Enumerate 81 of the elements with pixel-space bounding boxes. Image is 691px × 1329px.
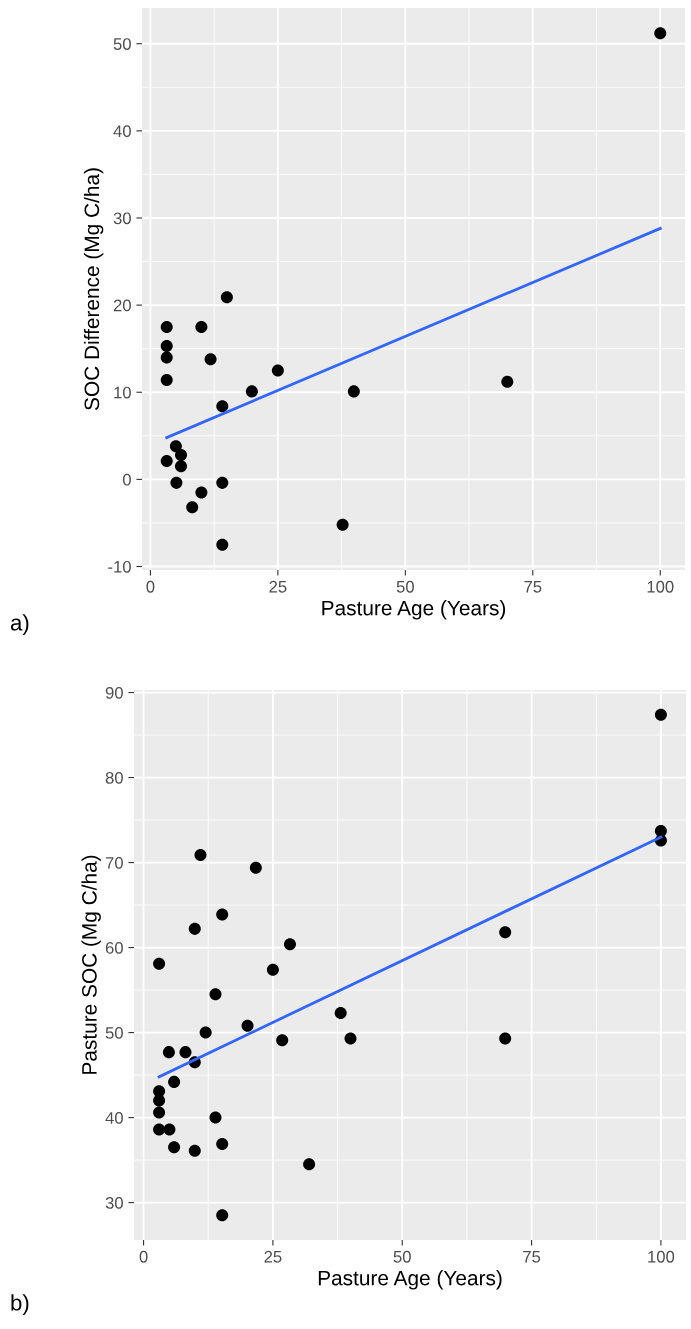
x-axis-title: Pasture Age (Years) bbox=[322, 600, 506, 620]
y-tick-label: -10 bbox=[108, 560, 131, 573]
x-tick-label: 100 bbox=[648, 1250, 675, 1263]
point bbox=[216, 538, 229, 551]
point bbox=[188, 922, 201, 935]
x-tick-label: 100 bbox=[647, 580, 674, 593]
point bbox=[209, 1111, 222, 1124]
point bbox=[303, 1158, 316, 1171]
point bbox=[170, 476, 183, 489]
x-tick-label: 75 bbox=[524, 581, 542, 593]
y-tick-label: 0 bbox=[122, 473, 131, 486]
text: a) bbox=[10, 614, 29, 635]
y-tick-label: 30 bbox=[113, 212, 131, 225]
point bbox=[499, 1032, 512, 1045]
y-tick-label: 60 bbox=[105, 941, 123, 954]
point bbox=[179, 1046, 192, 1059]
point bbox=[654, 27, 667, 40]
point bbox=[160, 320, 173, 333]
point bbox=[153, 1106, 166, 1119]
point bbox=[220, 291, 233, 304]
point bbox=[501, 375, 514, 388]
point bbox=[169, 440, 182, 453]
point bbox=[153, 957, 166, 970]
point bbox=[195, 320, 208, 333]
point bbox=[241, 1019, 254, 1032]
y-axis-title: Pasture SOC (Mg C/ha) bbox=[81, 855, 101, 1074]
point bbox=[216, 1209, 229, 1222]
point bbox=[216, 908, 229, 921]
point bbox=[194, 848, 207, 861]
point bbox=[160, 340, 173, 353]
point bbox=[283, 938, 296, 951]
y-tick-label: 50 bbox=[113, 38, 131, 50]
y-tick-label: 40 bbox=[105, 1111, 123, 1124]
point bbox=[162, 1046, 175, 1059]
point bbox=[174, 460, 188, 473]
point bbox=[271, 364, 284, 377]
point bbox=[195, 486, 208, 499]
point bbox=[209, 988, 222, 1001]
point bbox=[168, 1141, 181, 1154]
point bbox=[245, 385, 258, 398]
point bbox=[174, 448, 188, 461]
point bbox=[344, 1032, 357, 1045]
point bbox=[216, 476, 229, 489]
y-tick-label: 70 bbox=[105, 856, 123, 869]
point bbox=[249, 861, 262, 874]
point bbox=[334, 1007, 347, 1020]
x-tick-label: 0 bbox=[146, 580, 155, 593]
point bbox=[186, 501, 199, 514]
x-tick-label: 75 bbox=[523, 1251, 541, 1263]
text: b) bbox=[11, 1294, 29, 1315]
y-tick-label: 40 bbox=[113, 125, 131, 138]
y-tick-label: 90 bbox=[105, 686, 123, 699]
point bbox=[204, 353, 217, 366]
point bbox=[199, 1026, 212, 1039]
x-axis-title: Pasture Age (Years) bbox=[318, 1270, 502, 1290]
y-tick-label: 50 bbox=[105, 1026, 123, 1039]
x-tick-label: 25 bbox=[264, 1250, 282, 1263]
point bbox=[168, 1075, 181, 1088]
x-tick-label: 25 bbox=[269, 580, 287, 593]
x-tick-label: 50 bbox=[393, 1250, 411, 1263]
point bbox=[347, 385, 360, 398]
point bbox=[160, 455, 173, 468]
point bbox=[216, 1137, 229, 1150]
point bbox=[153, 1123, 166, 1136]
point bbox=[160, 351, 173, 364]
x-tick-label: 50 bbox=[396, 580, 414, 593]
y-tick-label: 10 bbox=[114, 386, 131, 399]
y-tick-label: 20 bbox=[113, 299, 131, 312]
x-tick-label: 0 bbox=[139, 1250, 148, 1263]
point bbox=[188, 1144, 201, 1157]
point bbox=[276, 1034, 289, 1047]
point bbox=[216, 400, 229, 413]
y-tick-label: 30 bbox=[105, 1197, 123, 1209]
point bbox=[266, 963, 279, 976]
y-tick-label: 80 bbox=[105, 771, 123, 784]
y-axis-title: SOC Difference (Mg C/ha) bbox=[83, 168, 104, 411]
point bbox=[163, 1123, 176, 1136]
point bbox=[160, 374, 173, 387]
point bbox=[654, 708, 667, 721]
point bbox=[336, 518, 349, 531]
point bbox=[499, 926, 512, 939]
